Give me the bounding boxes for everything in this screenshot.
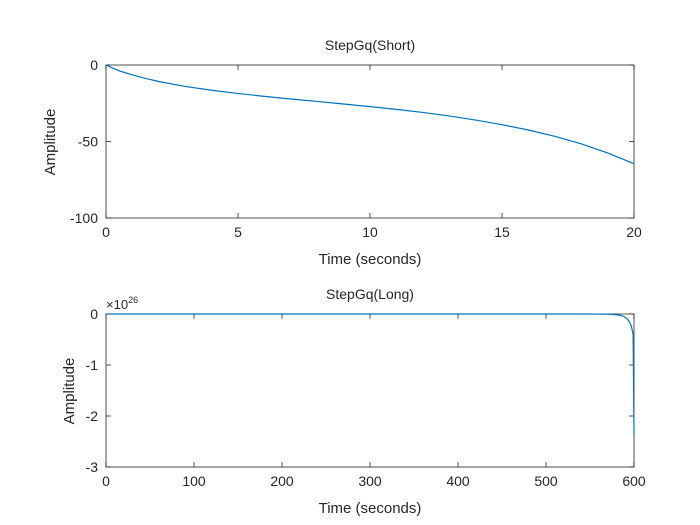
long-y-tick-label: 0 [90,306,98,322]
short-y-tick-label: 0 [90,57,98,73]
short-x-tick-label: 10 [362,224,378,240]
short-x-tick-label: 0 [102,224,110,240]
long-x-tick-label: 400 [446,473,470,489]
long-x-tick-label: 100 [182,473,206,489]
short-y-tick-label: -50 [78,134,98,150]
short-y-axis-label: Amplitude [42,109,59,176]
short-series-line [105,64,635,165]
y-exponent-label: ×1026 [106,295,138,312]
long-x-tick-label: 300 [358,473,382,489]
short-axis-ticks: 0 5 10 15 20 0 -50 -100 [70,57,642,240]
long-chart-title: StepGq(Long) [326,286,414,302]
short-x-tick-label: 5 [234,224,242,240]
y-exponent-power: 26 [128,295,138,305]
short-panel: StepGq(Short) 0 5 10 15 20 0 -50 -100 Time (sec… [42,37,642,268]
short-y-tick-label: -100 [70,210,98,226]
long-x-tick-label: 200 [270,473,294,489]
short-x-tick-label: 15 [494,224,510,240]
short-plot-area [105,64,635,219]
long-x-tick-label: 600 [622,473,646,489]
long-y-tick-label: -3 [86,459,99,475]
long-x-tick-label: 0 [102,473,110,489]
long-x-axis-label: Time (seconds) [319,500,422,517]
long-y-tick-label: -1 [86,357,99,373]
long-x-tick-label: 500 [534,473,558,489]
long-y-tick-label: -2 [86,408,99,424]
long-y-axis-label: Amplitude [61,358,78,425]
short-x-tick-label: 20 [626,224,642,240]
short-chart-title: StepGq(Short) [325,37,415,53]
long-plot-area [105,313,635,468]
long-axis-ticks: 0 100 200 300 400 500 600 0 -1 -2 -3 [86,306,646,489]
y-exponent-base: ×10 [106,297,128,312]
long-series-line [106,313,635,434]
long-panel: StepGq(Long) ×1026 0 100 200 300 400 500 6000-… [61,286,646,517]
short-x-axis-label: Time (seconds) [319,251,422,268]
